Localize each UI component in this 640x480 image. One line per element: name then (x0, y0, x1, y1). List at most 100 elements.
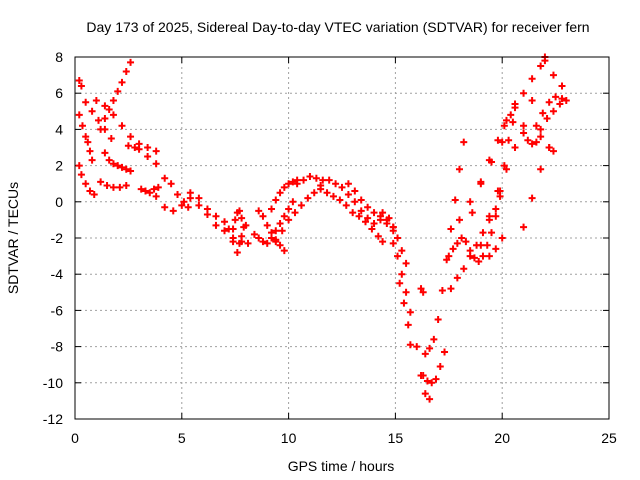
data-point (240, 223, 248, 231)
data-point (438, 286, 446, 294)
data-point (272, 227, 280, 235)
data-point (122, 67, 130, 75)
x-tick-label: 10 (281, 430, 297, 446)
data-point (357, 196, 365, 204)
data-point (291, 209, 299, 217)
data-point (152, 147, 160, 155)
series-arc-1 (75, 162, 98, 199)
data-point (475, 258, 483, 266)
series-arc-11 (137, 174, 192, 211)
data-point (263, 239, 271, 247)
data-point (426, 344, 434, 352)
data-point (509, 118, 517, 126)
data-point (364, 203, 372, 211)
series-arc-21 (317, 182, 387, 246)
data-point (455, 165, 463, 173)
series-arc-13 (186, 189, 252, 247)
data-point (520, 129, 528, 137)
data-point (297, 201, 305, 209)
x-tick-label: 0 (71, 430, 79, 446)
data-point (280, 212, 288, 220)
data-point (532, 122, 540, 130)
data-point (402, 259, 410, 267)
data-point (178, 201, 186, 209)
data-point (127, 167, 135, 175)
series-arc-41 (520, 144, 553, 231)
series-arc-35 (477, 96, 536, 249)
data-point (404, 321, 412, 329)
data-point (84, 138, 92, 146)
data-point (528, 96, 536, 104)
series-arc-38 (520, 129, 545, 148)
data-point (323, 189, 331, 197)
data-point (406, 341, 414, 349)
data-point (421, 350, 429, 358)
x-tick-label: 25 (601, 430, 617, 446)
data-point (419, 288, 427, 296)
data-point (195, 201, 203, 209)
data-point (235, 207, 243, 215)
data-point (97, 125, 105, 133)
data-point (430, 335, 438, 343)
data-point (357, 207, 365, 215)
series-arc-32 (447, 192, 504, 293)
data-point (520, 122, 528, 130)
data-point (276, 220, 284, 228)
series-arc-19 (272, 185, 325, 246)
x-tick-label: 15 (388, 430, 404, 446)
data-point (86, 147, 94, 155)
y-axis-label: SDTVAR / TECUs (5, 182, 21, 294)
data-point (541, 57, 549, 65)
series-arc-7 (101, 149, 135, 175)
series-arc-39 (532, 93, 566, 130)
data-point (109, 183, 117, 191)
data-point (103, 182, 111, 190)
x-tick-labels: 0 5 10 15 20 25 (71, 430, 617, 446)
data-point (278, 227, 286, 235)
data-point (417, 285, 425, 293)
data-point (498, 138, 506, 146)
data-point (332, 180, 340, 188)
x-axis-label: GPS time / hours (288, 458, 395, 474)
series-arc-30 (417, 285, 427, 296)
data-point (524, 136, 532, 144)
data-point (329, 192, 337, 200)
data-point (502, 165, 510, 173)
data-point (92, 96, 100, 104)
y-tick-label: 0 (55, 194, 63, 210)
y-tick-label: -4 (51, 266, 64, 282)
series-arc-10 (124, 142, 160, 168)
data-point (255, 207, 263, 215)
data-point (498, 234, 506, 242)
data-point (532, 138, 540, 146)
series-arc-36 (485, 234, 506, 260)
data-point (552, 93, 560, 101)
series-arc-43 (545, 144, 557, 155)
data-point (233, 248, 241, 256)
data-point (272, 196, 280, 204)
data-point (400, 299, 408, 307)
data-point (146, 189, 154, 197)
data-point (370, 209, 378, 217)
data-point (137, 185, 145, 193)
data-point (494, 136, 502, 144)
data-point (466, 252, 474, 260)
series-arc-15 (231, 207, 248, 231)
data-point (122, 182, 130, 190)
data-point (374, 232, 382, 240)
data-point (78, 122, 86, 130)
data-point (494, 187, 502, 195)
data-point (460, 265, 468, 273)
data-point (394, 234, 402, 242)
series-arc-2 (75, 111, 90, 141)
data-point (432, 375, 440, 383)
data-point (500, 122, 508, 130)
data-point (462, 238, 470, 246)
data-point (485, 156, 493, 164)
data-point (94, 116, 102, 124)
series-arc-20 (293, 172, 340, 188)
data-point (75, 111, 83, 119)
data-point (370, 220, 378, 228)
data-point (82, 180, 90, 188)
data-point (389, 223, 397, 231)
